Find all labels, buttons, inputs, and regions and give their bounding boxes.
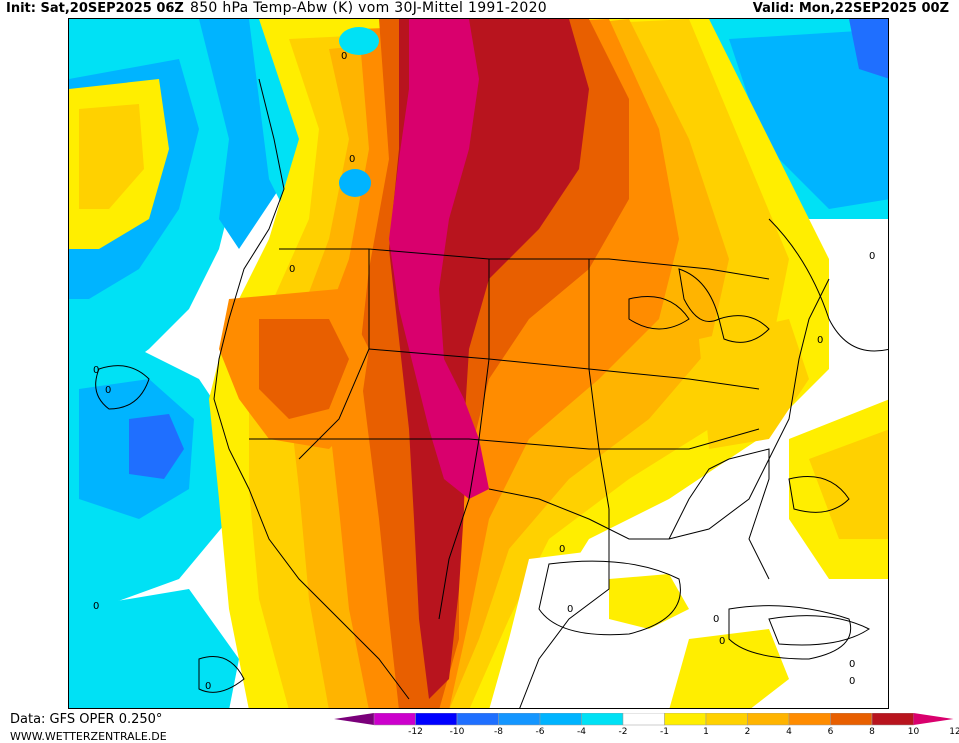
legend-tick: -4 xyxy=(577,727,586,737)
contour-label: 0 xyxy=(567,604,573,615)
pacific-deep-cold xyxy=(129,414,184,479)
gulf-neutral xyxy=(489,539,888,708)
carib-mild xyxy=(669,629,789,708)
legend-swatch xyxy=(788,713,831,726)
contour-label: 0 xyxy=(105,385,111,396)
legend-low-arrow xyxy=(334,713,374,725)
legend-tick: -12 xyxy=(408,727,423,737)
contour-label: 0 xyxy=(719,636,725,647)
canada-northeast-cold-core xyxy=(729,29,888,209)
footer: Data: GFS OPER 0.250° WWW.WETTERZENTRALE… xyxy=(0,709,959,743)
cold-patch-north xyxy=(339,169,371,197)
rockies-max xyxy=(389,19,489,499)
legend-tick: 10 xyxy=(907,727,920,737)
legend-swatch xyxy=(705,713,748,726)
website: WWW.WETTERZENTRALE.DE xyxy=(10,730,167,743)
contour-labels: 0 0 0 0 0 0 0 0 0 0 0 0 0 0 0 xyxy=(93,51,875,692)
legend-tick: 8 xyxy=(869,727,875,737)
legend-swatch xyxy=(664,713,707,726)
legend-ticks: -12 -10 -8 -6 -4 -2 -1 1 2 4 6 8 10 12 xyxy=(0,727,959,739)
map-canvas: 0 0 0 0 0 0 0 0 0 0 0 0 0 0 0 xyxy=(69,19,888,708)
coastlines xyxy=(213,78,870,708)
header: Init: Sat,20SEP2025 06Z 850 hPa Temp-Abw… xyxy=(0,0,959,18)
contour-label: 0 xyxy=(869,251,875,262)
contour-label: 0 xyxy=(713,614,719,625)
legend-swatch xyxy=(539,713,582,726)
map-title: 850 hPa Temp-Abw (K) vom 30J-Mittel 1991… xyxy=(190,0,548,16)
contour-label: 0 xyxy=(93,601,99,612)
legend-tick: 6 xyxy=(827,727,834,737)
data-source: Data: GFS OPER 0.250° xyxy=(10,712,163,727)
pacific-warm-patch xyxy=(79,104,144,209)
contour-label: 0 xyxy=(849,659,855,670)
atlantic-warm xyxy=(809,429,888,539)
contour-label: 0 xyxy=(289,264,295,275)
legend-swatch xyxy=(871,713,914,726)
cold-patch-north-2 xyxy=(339,27,379,55)
contour-label: 0 xyxy=(93,365,99,376)
legend-tick: 2 xyxy=(744,727,751,737)
contour-label: 0 xyxy=(849,676,855,687)
legend-swatch xyxy=(581,713,624,726)
color-legend xyxy=(334,713,954,726)
contour-label: 0 xyxy=(341,51,347,62)
legend-swatch xyxy=(622,713,665,726)
legend-swatch xyxy=(456,713,499,726)
contour-label: 0 xyxy=(817,335,823,346)
valid-time: Valid: Mon,22SEP2025 00Z xyxy=(752,1,949,16)
legend-tick: -10 xyxy=(449,727,465,737)
legend-tick: -6 xyxy=(535,727,545,737)
pacific-south-cold xyxy=(69,589,239,708)
legend-swatch xyxy=(830,713,873,726)
legend-swatch xyxy=(373,713,416,726)
legend-tick: 1 xyxy=(703,727,709,737)
init-time: Init: Sat,20SEP2025 06Z xyxy=(6,1,184,16)
legend-tick: -8 xyxy=(494,727,503,737)
legend-swatch xyxy=(415,713,458,726)
anomaly-map: 0 0 0 0 0 0 0 0 0 0 0 0 0 0 0 xyxy=(68,18,889,709)
east-coast-mild xyxy=(699,319,809,449)
legend-tick: 4 xyxy=(786,727,792,737)
legend-swatch xyxy=(498,713,541,726)
legend-tick: -1 xyxy=(660,727,669,737)
canada-northeast-deep xyxy=(849,19,888,79)
legend-high-arrow xyxy=(913,713,954,725)
contour-label: 0 xyxy=(205,681,211,692)
zero-contours xyxy=(95,218,888,693)
contour-label: 0 xyxy=(349,154,355,165)
contour-label: 0 xyxy=(559,544,565,555)
great-basin-very-hot xyxy=(259,319,349,419)
legend-tick: 12 xyxy=(949,727,959,737)
legend-tick: -2 xyxy=(618,727,628,737)
legend-swatch xyxy=(747,713,790,726)
